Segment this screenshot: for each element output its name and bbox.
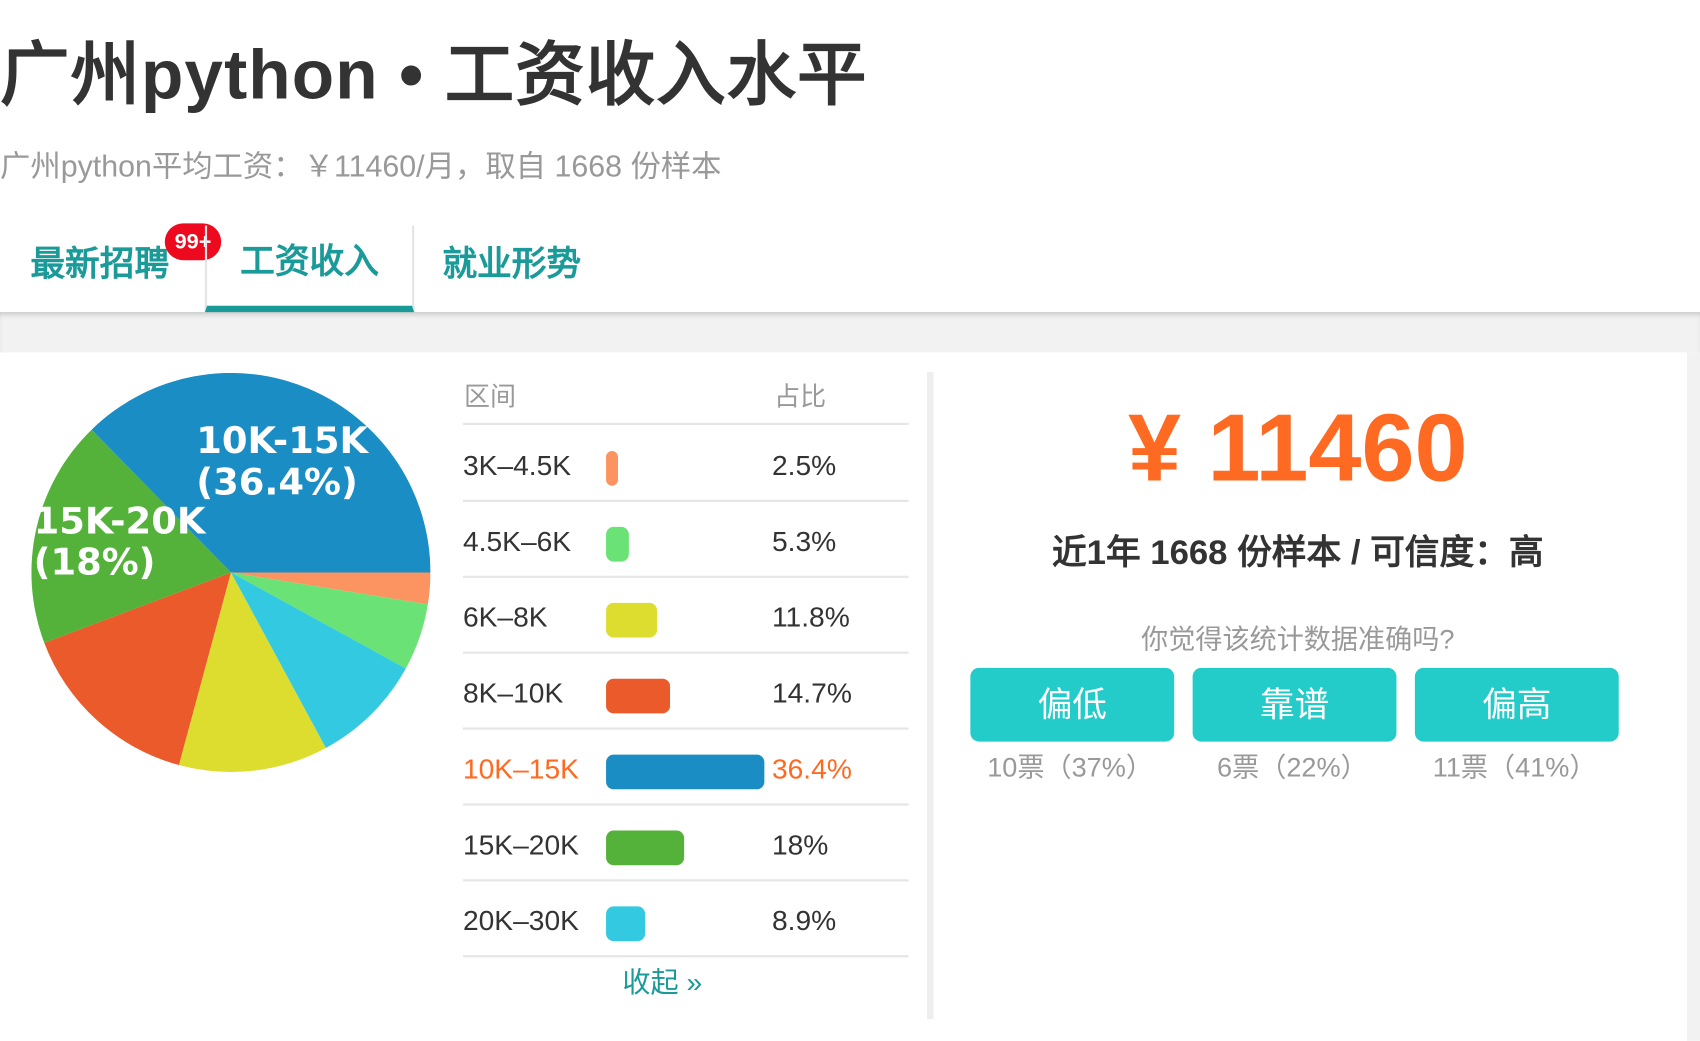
tab-latest-jobs[interactable]: 最新招聘 xyxy=(30,243,170,283)
row-range: 6K–8K xyxy=(462,600,548,634)
row-range: 8K–10K xyxy=(462,676,564,710)
row-bar xyxy=(606,602,658,638)
page-title: 广州python • 工资收入水平 xyxy=(0,35,868,114)
divider xyxy=(462,651,909,654)
row-share: 8.9% xyxy=(771,904,837,937)
pie-slice-3k-4.5k xyxy=(230,572,431,605)
accuracy-question: 你觉得该统计数据准确吗? xyxy=(1141,624,1455,655)
pie-slice-6k-8k xyxy=(178,572,326,772)
row-bar xyxy=(606,906,645,942)
sample-info: 近1年 1668 份样本 / 可信度：高 xyxy=(1051,532,1544,572)
row-share: 36.4% xyxy=(771,752,852,785)
column-header-range: 区间 xyxy=(464,382,517,412)
row-bar xyxy=(606,830,685,866)
salary-pie-chart: 10K-15K (36.4%) 15K-20K (18%) xyxy=(31,372,431,772)
pie-label-10k-15k: 10K-15K xyxy=(196,419,369,462)
pie-slice-10k-15k xyxy=(91,372,431,573)
row-share: 14.7% xyxy=(771,676,852,710)
row-range: 3K–4.5K xyxy=(462,448,572,482)
pie-slice-20k-30k xyxy=(230,572,406,748)
divider xyxy=(462,955,909,958)
vote-low-button[interactable]: 偏低 xyxy=(970,667,1175,742)
pie-pct-15k-20k: (18%) xyxy=(34,541,156,584)
average-salary: ¥ 11460 xyxy=(1127,393,1468,501)
notification-badge: 99+ xyxy=(164,223,222,261)
pie-slice-8k-10k xyxy=(44,572,231,766)
divider xyxy=(462,803,909,806)
pie-label-15k-20k: 15K-20K xyxy=(34,499,207,542)
tab-employment-trend[interactable]: 就业形势 xyxy=(442,243,582,283)
vertical-divider xyxy=(926,371,934,1020)
vote-accurate-button[interactable]: 靠谱 xyxy=(1192,667,1397,742)
divider xyxy=(462,422,909,426)
row-share: 5.3% xyxy=(771,524,837,558)
row-share: 11.8% xyxy=(771,600,850,634)
row-range: 15K–20K xyxy=(462,828,579,861)
divider xyxy=(462,727,909,730)
divider xyxy=(462,499,909,502)
vote-accurate-count: 6票（22%） xyxy=(1217,752,1368,783)
pie-pct-10k-15k: (36.4%) xyxy=(196,460,358,503)
row-share: 18% xyxy=(771,828,829,861)
vote-high-button[interactable]: 偏高 xyxy=(1414,667,1619,742)
collapse-link[interactable]: 收起 » xyxy=(622,966,703,999)
divider xyxy=(462,575,909,578)
row-range: 20K–30K xyxy=(462,904,579,937)
row-range: 4.5K–6K xyxy=(462,524,572,558)
row-bar xyxy=(606,526,630,562)
row-bar xyxy=(606,451,618,486)
pie-slice-4.5k-6k xyxy=(230,572,428,669)
row-bar xyxy=(606,754,764,790)
column-header-share: 占比 xyxy=(774,382,827,412)
row-share: 2.5% xyxy=(771,448,837,482)
row-bar xyxy=(606,678,670,714)
page-gutter xyxy=(1687,352,1700,1041)
vote-low-count: 10票（37%） xyxy=(987,752,1153,783)
tab-salary[interactable]: 工资收入 xyxy=(204,225,415,313)
pie-slice-15k-20k xyxy=(31,429,231,643)
divider xyxy=(462,879,909,882)
vote-high-count: 11票（41%） xyxy=(1432,752,1597,783)
page-subtitle: 广州python平均工资：￥11460/月，取自 1668 份样本 xyxy=(0,149,722,184)
section-divider xyxy=(0,312,1700,353)
row-range: 10K–15K xyxy=(462,752,579,785)
